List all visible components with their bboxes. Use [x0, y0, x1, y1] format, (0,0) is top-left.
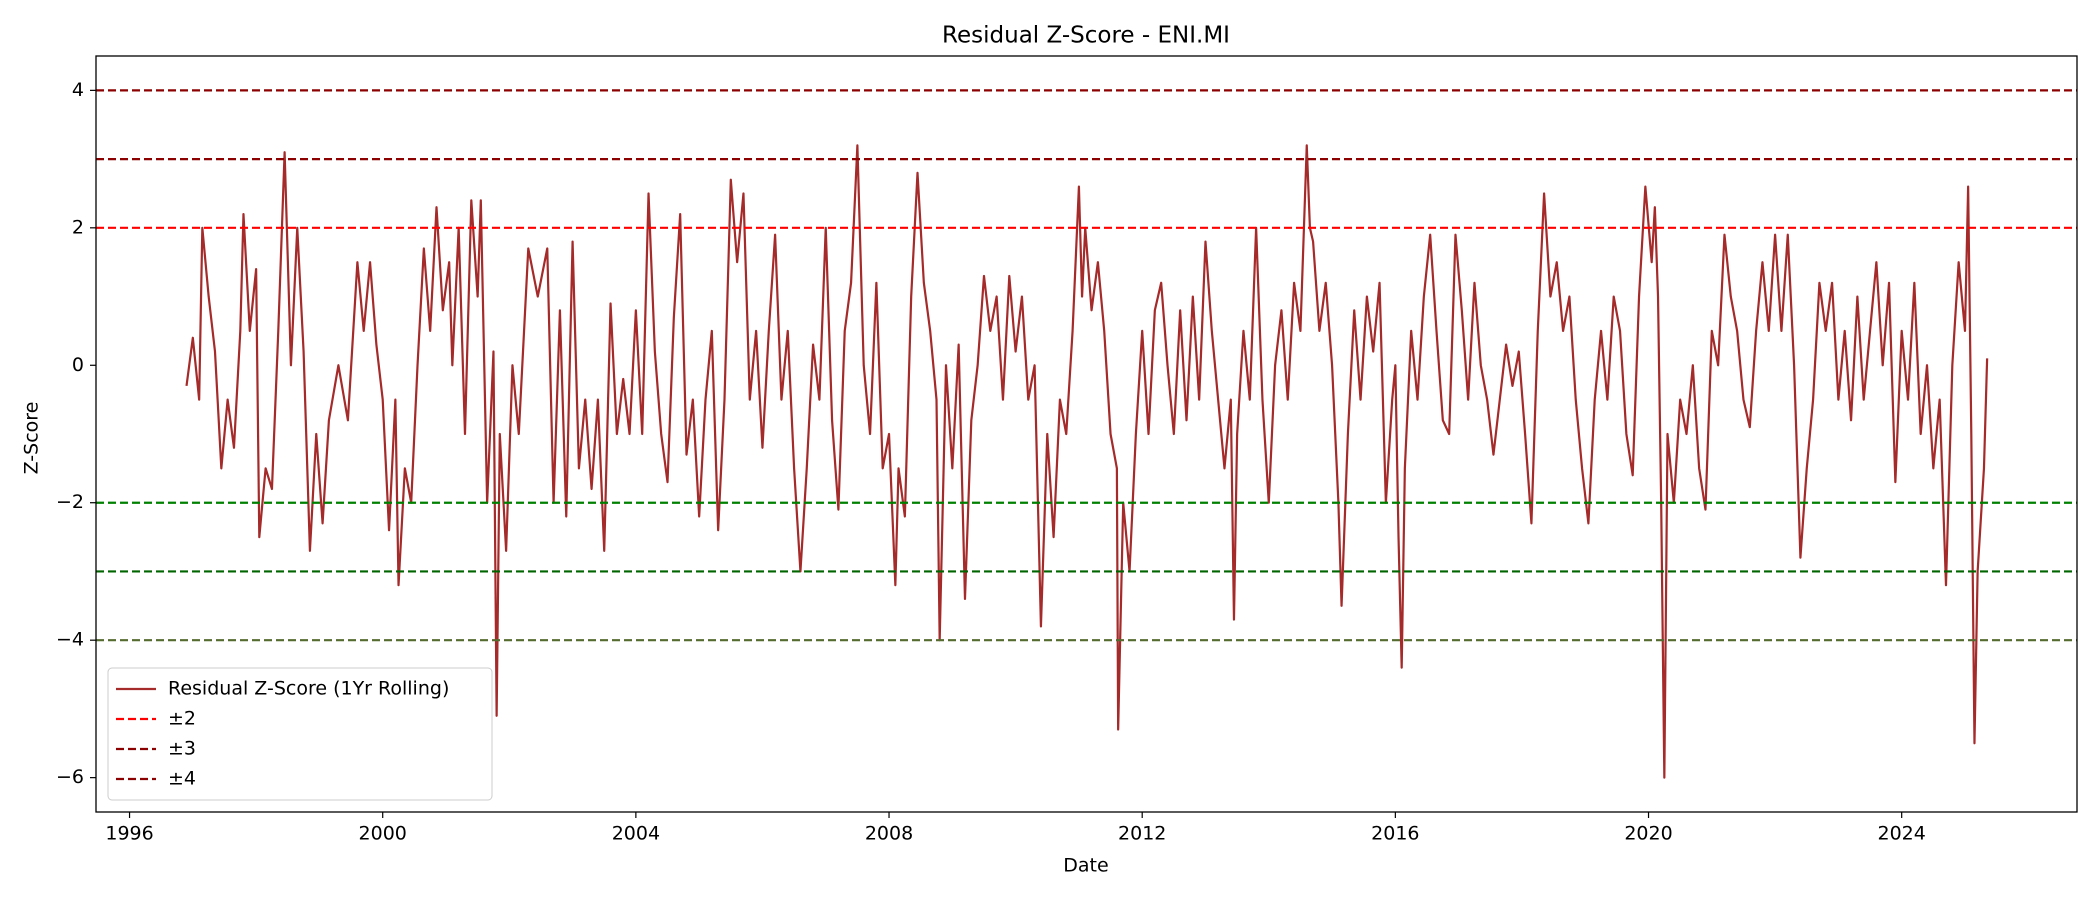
x-axis-label: Date: [1063, 855, 1108, 877]
y-axis-label: Z-Score: [21, 402, 43, 475]
x-tick-label: 1996: [105, 823, 153, 845]
x-tick-label: 2008: [865, 823, 913, 845]
y-tick-label: −6: [56, 766, 84, 788]
x-tick-label: 2000: [359, 823, 407, 845]
x-tick-label: 2024: [1878, 823, 1926, 845]
plot-frame: [95, 55, 2078, 813]
x-tick-label: 2012: [1118, 823, 1166, 845]
legend-label: ±3: [168, 738, 196, 760]
legend-label: Residual Z-Score (1Yr Rolling): [168, 678, 449, 700]
x-tick-label: 2004: [612, 823, 660, 845]
y-tick-label: −2: [56, 491, 84, 513]
legend-label: ±2: [168, 708, 196, 730]
y-tick-label: 2: [72, 216, 84, 238]
legend-box: [107, 667, 493, 801]
chart-title: Residual Z-Score - ENI.MI: [942, 23, 1230, 49]
y-tick-label: 4: [72, 79, 84, 101]
legend-label: ±4: [168, 768, 196, 790]
x-tick-label: 2020: [1624, 823, 1672, 845]
y-tick-label: −4: [56, 629, 84, 651]
x-tick-label: 2016: [1371, 823, 1419, 845]
data-line: [185, 144, 1989, 779]
y-tick-label: 0: [72, 354, 84, 376]
